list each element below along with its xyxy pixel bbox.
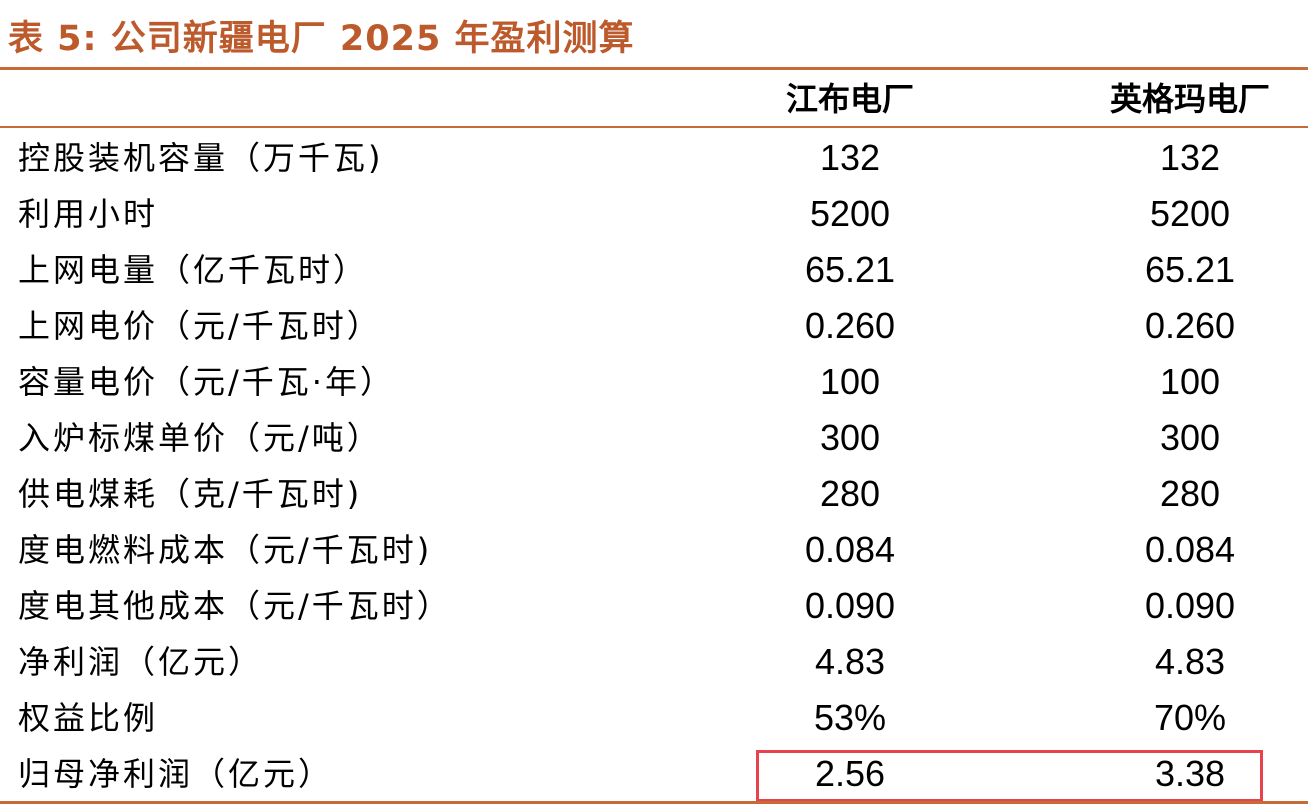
cell-value: 2.56 <box>814 753 886 794</box>
row-label: 权益比例 <box>18 699 159 737</box>
cell-value: 53% <box>813 697 887 738</box>
cell-value: 0.090 <box>1144 585 1236 626</box>
cell-value: 300 <box>1159 417 1221 458</box>
cell-value: 100 <box>819 361 881 402</box>
row-label: 度电燃料成本（元/千瓦时) <box>18 531 433 569</box>
table-row: 容量电价（元/千瓦·年） 100 100 <box>0 354 1308 410</box>
cell-value: 0.260 <box>804 305 896 346</box>
cell-value: 70% <box>1153 697 1227 738</box>
table-row: 上网电量（亿千瓦时） 65.21 65.21 <box>0 242 1308 298</box>
cell-value: 0.090 <box>804 585 896 626</box>
cell-value: 0.084 <box>804 529 896 570</box>
table-row: 上网电价（元/千瓦时） 0.260 0.260 <box>0 298 1308 354</box>
row-label: 上网电量（亿千瓦时） <box>18 251 369 289</box>
cell-value: 0.260 <box>1144 305 1236 346</box>
cell-value: 4.83 <box>814 641 886 682</box>
cell-value: 132 <box>819 137 881 178</box>
cell-value: 300 <box>819 417 881 458</box>
column-header-jiangbu: 江布电厂 <box>785 80 914 118</box>
table-row: 控股装机容量（万千瓦) 132 132 <box>0 130 1308 186</box>
table-row: 供电煤耗（克/千瓦时) 280 280 <box>0 466 1308 522</box>
row-label: 利用小时 <box>18 195 159 233</box>
table-row: 入炉标煤单价（元/吨） 300 300 <box>0 410 1308 466</box>
row-label: 控股装机容量（万千瓦) <box>18 139 384 177</box>
top-rule <box>0 67 1308 70</box>
table-row: 权益比例 53% 70% <box>0 690 1308 746</box>
table-row: 净利润（亿元） 4.83 4.83 <box>0 634 1308 690</box>
cell-value: 4.83 <box>1154 641 1226 682</box>
row-label: 度电其他成本（元/千瓦时） <box>18 587 452 625</box>
table-row: 度电其他成本（元/千瓦时） 0.090 0.090 <box>0 578 1308 634</box>
column-header-yingema: 英格玛电厂 <box>1109 80 1270 118</box>
row-label: 供电煤耗（克/千瓦时) <box>18 475 363 513</box>
table-body: 控股装机容量（万千瓦) 132 132 利用小时 5200 5200 上网电量（… <box>0 130 1308 802</box>
bottom-rule <box>0 801 1308 804</box>
cell-value: 0.084 <box>1144 529 1236 570</box>
cell-value: 5200 <box>809 193 891 234</box>
row-label: 净利润（亿元） <box>18 643 264 681</box>
table-title: 表 5: 公司新疆电厂 2025 年盈利测算 <box>8 19 635 59</box>
cell-value: 132 <box>1159 137 1221 178</box>
highlight-box <box>756 750 1263 802</box>
cell-value: 65.21 <box>804 249 896 290</box>
row-label: 入炉标煤单价（元/吨） <box>18 419 382 457</box>
cell-value: 100 <box>1159 361 1221 402</box>
row-label: 上网电价（元/千瓦时） <box>18 307 382 345</box>
cell-value: 65.21 <box>1144 249 1236 290</box>
header-rule <box>0 126 1308 128</box>
cell-value: 280 <box>1159 473 1221 514</box>
cell-value: 5200 <box>1149 193 1231 234</box>
cell-value: 280 <box>819 473 881 514</box>
table-row: 度电燃料成本（元/千瓦时) 0.084 0.084 <box>0 522 1308 578</box>
row-label: 归母净利润（亿元） <box>18 755 334 793</box>
cell-value: 3.38 <box>1154 753 1226 794</box>
table-row: 利用小时 5200 5200 <box>0 186 1308 242</box>
row-label: 容量电价（元/千瓦·年） <box>18 363 395 401</box>
table-row: 归母净利润（亿元） 2.56 3.38 <box>0 746 1308 802</box>
